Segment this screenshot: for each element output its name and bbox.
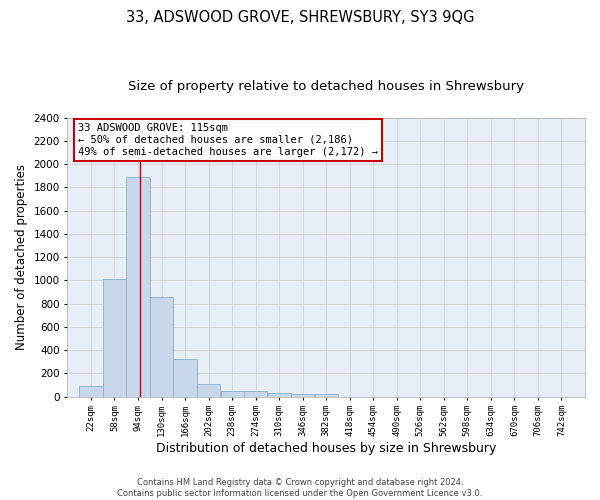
Bar	[127, 177, 149, 396]
Bar	[314, 394, 338, 396]
Y-axis label: Number of detached properties: Number of detached properties	[15, 164, 28, 350]
Bar	[150, 297, 173, 396]
Bar	[103, 279, 126, 396]
Text: Contains HM Land Registry data © Crown copyright and database right 2024.
Contai: Contains HM Land Registry data © Crown c…	[118, 478, 482, 498]
Bar	[197, 384, 220, 396]
Bar	[268, 393, 291, 396]
Title: Size of property relative to detached houses in Shrewsbury: Size of property relative to detached ho…	[128, 80, 524, 93]
Bar	[173, 360, 197, 397]
Bar	[221, 390, 244, 396]
X-axis label: Distribution of detached houses by size in Shrewsbury: Distribution of detached houses by size …	[156, 442, 496, 455]
Text: 33, ADSWOOD GROVE, SHREWSBURY, SY3 9QG: 33, ADSWOOD GROVE, SHREWSBURY, SY3 9QG	[126, 10, 474, 25]
Bar	[79, 386, 103, 396]
Bar	[244, 392, 267, 396]
Text: 33 ADSWOOD GROVE: 115sqm
← 50% of detached houses are smaller (2,186)
49% of sem: 33 ADSWOOD GROVE: 115sqm ← 50% of detach…	[78, 124, 378, 156]
Bar	[291, 394, 314, 396]
